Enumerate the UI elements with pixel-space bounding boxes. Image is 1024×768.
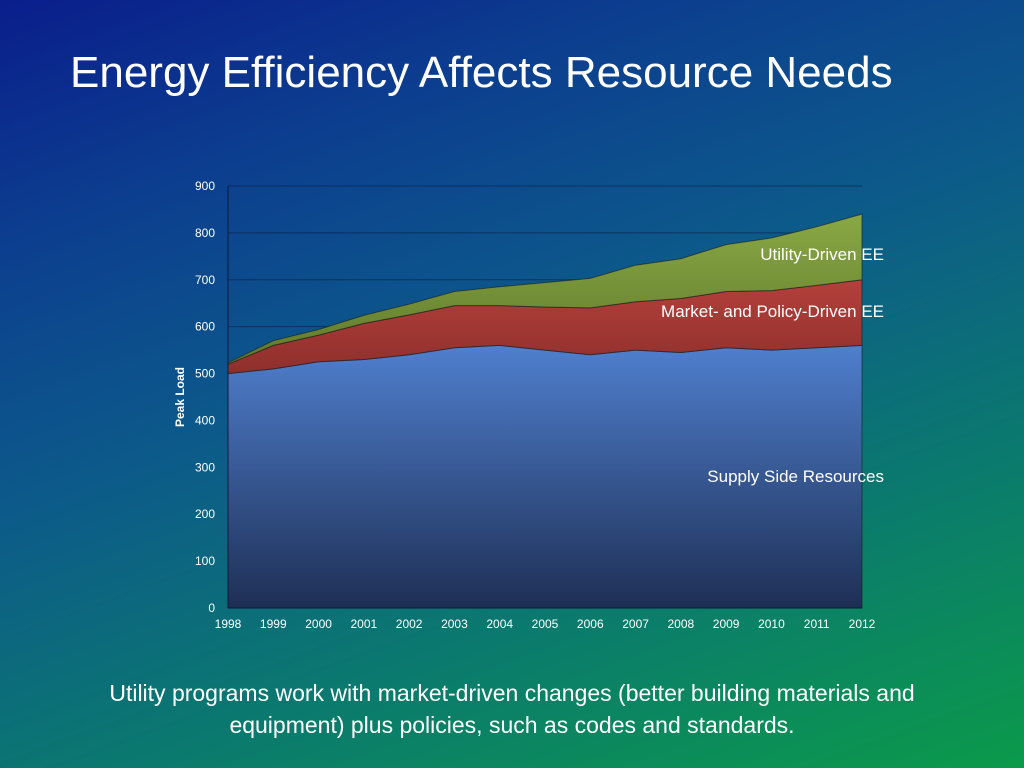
series-label-utility-driven-ee: Utility-Driven EE <box>760 245 884 264</box>
y-axis-title: Peak Load <box>173 367 187 427</box>
series-areas <box>227 213 863 609</box>
slide-title: Energy Efficiency Affects Resource Needs <box>70 48 893 97</box>
y-tick-label: 600 <box>195 320 215 334</box>
x-tick-label: 2002 <box>396 617 423 631</box>
y-tick-label: 700 <box>195 273 215 287</box>
x-tick-label: 2000 <box>305 617 332 631</box>
y-tick-label: 200 <box>195 507 215 521</box>
x-tick-label: 1999 <box>260 617 287 631</box>
axes <box>227 186 862 609</box>
x-tick-label: 2012 <box>849 617 876 631</box>
y-tick-label: 800 <box>195 226 215 240</box>
y-tick-label: 900 <box>195 179 215 193</box>
x-tick-labels: 1998 1999 2000 2001 2002 2003 2004 2005 2006 2007… <box>215 617 876 631</box>
x-tick-label: 2008 <box>668 617 695 631</box>
series-label-supply-side-resources: Supply Side Resources <box>707 467 884 486</box>
x-tick-label: 2003 <box>441 617 468 631</box>
y-tick-labels: 0 100 200 300 400 500 600 700 800 900 <box>195 179 215 615</box>
stacked-area-chart: 0 100 200 300 400 500 600 700 800 900 1998 1999 200… <box>173 179 884 631</box>
x-tick-label: 2001 <box>351 617 378 631</box>
slide-caption: Utility programs work with market-driven… <box>109 680 915 738</box>
y-tick-label: 300 <box>195 460 215 474</box>
x-tick-label: 2006 <box>577 617 604 631</box>
x-tick-label: 2011 <box>804 617 830 631</box>
x-tick-label: 2007 <box>622 617 649 631</box>
area-utility-driven-ee <box>227 213 863 365</box>
x-tick-label: 2005 <box>532 617 559 631</box>
x-tick-label: 2009 <box>713 617 740 631</box>
y-tick-label: 400 <box>195 413 215 427</box>
y-tick-label: 0 <box>208 601 215 615</box>
series-label-market-and-policy-driven-ee: Market- and Policy-Driven EE <box>661 302 884 321</box>
y-tick-label: 500 <box>195 367 215 381</box>
x-tick-label: 2004 <box>486 617 513 631</box>
y-tick-label: 100 <box>195 554 215 568</box>
x-tick-label: 2010 <box>758 617 785 631</box>
x-tick-label: 1998 <box>215 617 242 631</box>
